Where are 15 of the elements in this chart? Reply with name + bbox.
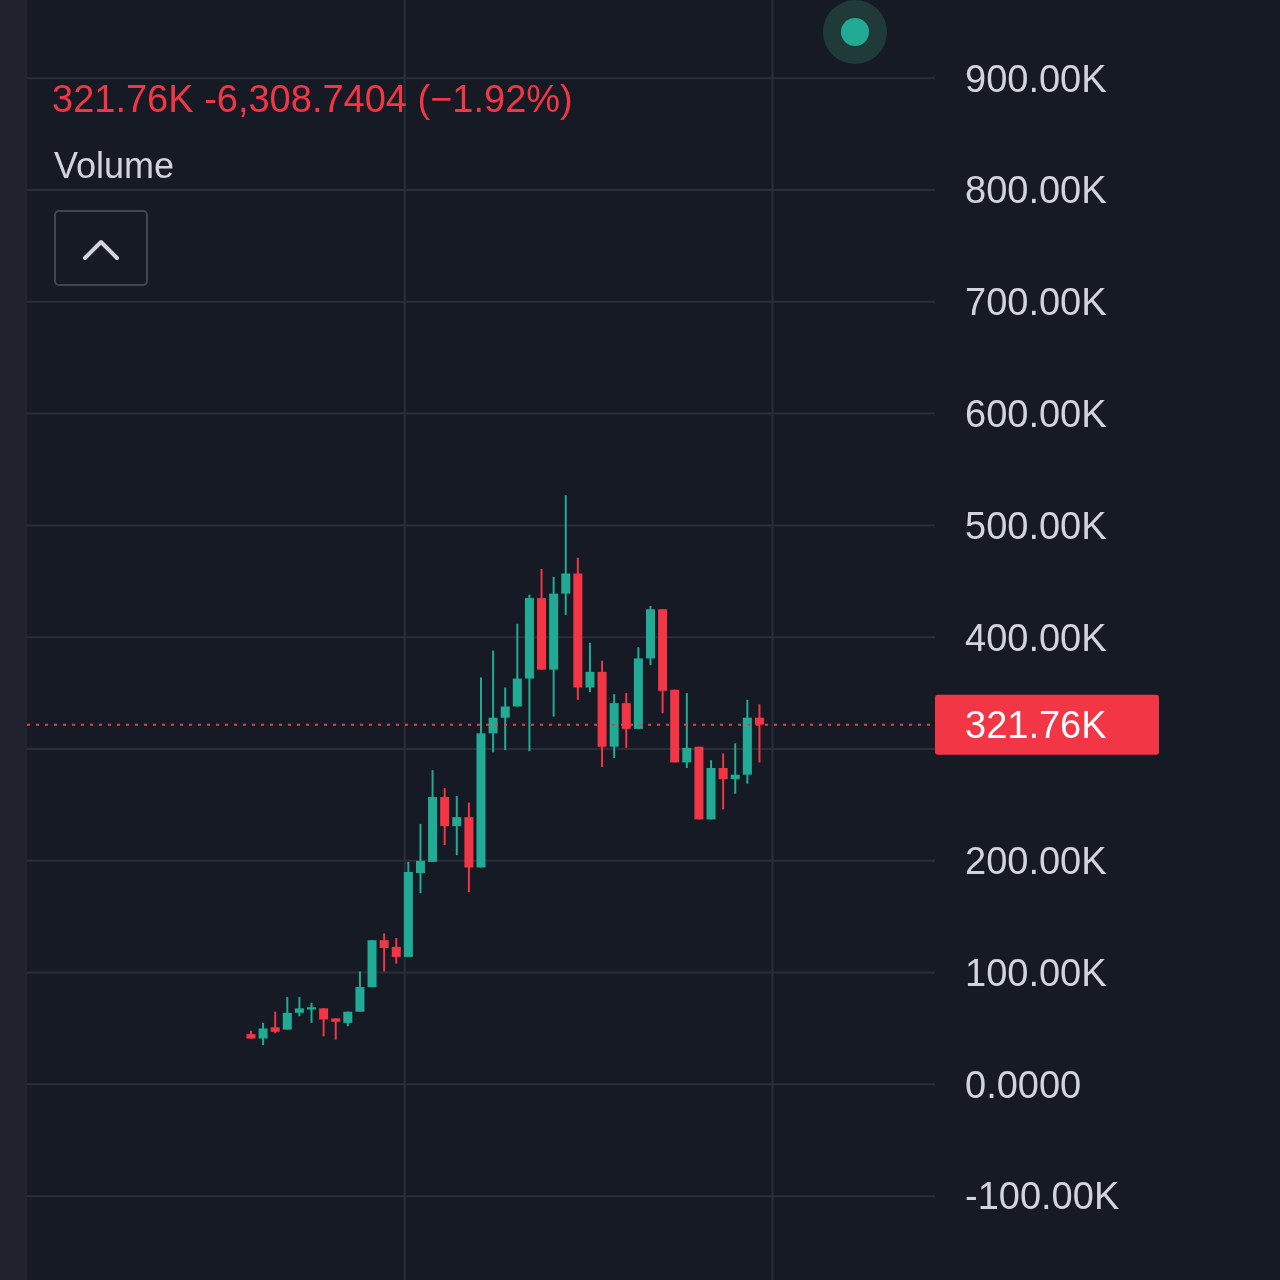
ref-line-label: 321.76K [965,703,1107,746]
y-tick-label: 500.00K [965,504,1107,547]
y-tick-label: 0.0000 [965,1063,1082,1106]
y-tick-label: -100.00K [965,1175,1120,1218]
y-tick-label: 900.00K [965,57,1107,100]
y-tick-label: 800.00K [965,169,1107,212]
text: 321.76K -6,308.7404 (−1.92%) [52,78,573,120]
annotation: Volume [54,145,175,186]
y-tick-label: 600.00K [965,392,1107,435]
y-tick-label: 100.00K [965,951,1107,994]
candlestick [307,1002,317,1023]
y-tick-label: 700.00K [965,281,1107,324]
candlestick [730,743,740,794]
y-tick-label: 400.00K [965,616,1107,659]
y-tick-label: 200.00K [965,840,1107,883]
